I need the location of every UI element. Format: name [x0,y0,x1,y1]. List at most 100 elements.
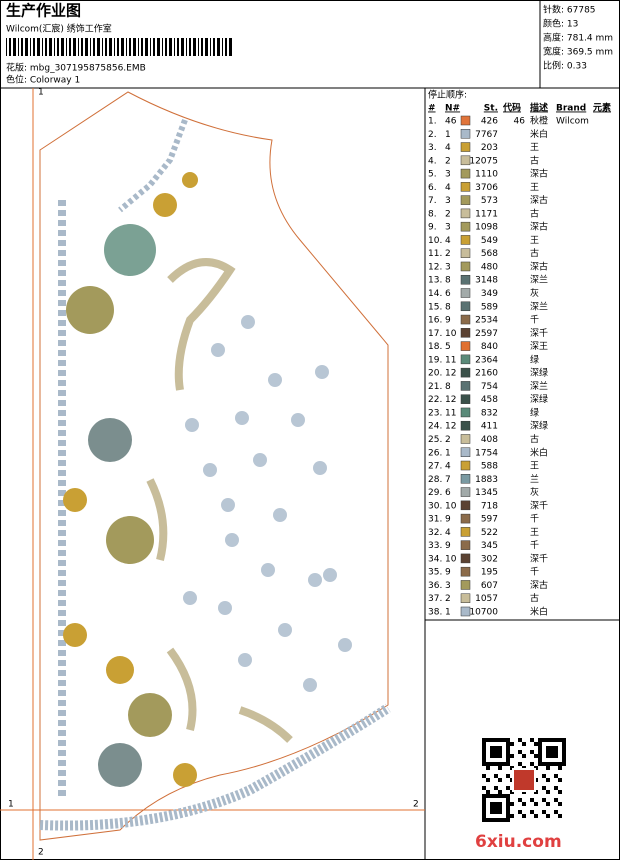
qr-cell [554,786,558,790]
qr-cell [542,774,546,778]
cell: 21. [428,382,442,392]
qr-cell [534,742,538,746]
bar-stripe [9,38,11,56]
cell: 3706 [475,183,498,193]
qr-cell [562,742,566,746]
cell: 深绿 [530,420,548,432]
swatch [460,527,471,537]
swatch [460,195,471,205]
cell: 597 [481,515,498,525]
qr-cell [506,762,510,766]
bar-stripe [37,38,40,56]
cell: 26. [428,448,442,458]
swatch [460,540,471,550]
cell: 302 [481,554,498,564]
qr-cell [482,742,486,746]
qr-cell [546,746,550,750]
cell: 28. [428,475,442,485]
qr-cell [530,750,534,754]
column-header: # [428,104,436,114]
qr-cell [498,794,502,798]
bar-stripe [165,38,167,56]
bar-stripe [210,38,211,56]
cell: 秋橙 [530,115,548,127]
cell: 7 [445,475,451,485]
qr-cell [482,774,486,778]
cell: 18. [428,342,442,352]
bar-stripe [97,38,100,56]
cell: 17. [428,329,442,339]
qr-cell [518,738,522,742]
bar-stripe [33,38,35,56]
cell: 绿 [530,406,539,418]
cell: 深千 [530,328,548,339]
qr-cell [558,762,562,766]
cell: 深兰 [530,274,548,286]
bar-stripe [177,38,179,56]
qr-cell [490,810,494,814]
qr-cell [502,738,506,742]
bar-stripe [105,38,107,56]
qr-cell [562,762,566,766]
qr-cell [494,754,498,758]
column-header: Brand [556,104,586,114]
qr-cell [554,738,558,742]
bar-stripe [198,38,199,56]
bar-stripe [66,38,67,56]
info-line: 宽度: 369.5 mm [543,46,613,58]
cell: 王 [530,527,539,538]
swatch [460,487,471,497]
qr-cell [482,754,486,758]
cell: 8. [428,209,437,219]
bar-stripe [189,38,191,56]
qr-cell [494,806,498,810]
cell: 4 [445,236,451,246]
swatch [460,142,471,152]
qr-cell [490,754,494,758]
cell: 3 [445,581,451,591]
swatch [460,328,471,338]
dot [203,463,217,477]
qr-cell [554,762,558,766]
dot [238,653,252,667]
cell: 203 [481,143,498,153]
qr-cell [538,754,542,758]
cell: 2 [445,209,451,219]
qr-cell [502,818,506,822]
qr-cell [494,762,498,766]
bar-stripe [81,38,83,56]
qr-cell [530,810,534,814]
cell: 10 [445,329,457,339]
qr-cell [554,754,558,758]
column-header: St. [484,104,498,114]
cell: 4. [428,156,437,166]
qr-cell [486,790,490,794]
bar-stripe [93,38,95,56]
cell: 20. [428,369,442,379]
dot [273,508,287,522]
cell: 11. [428,249,442,259]
qr-cell [494,738,498,742]
qr-cell [558,790,562,794]
info: 针数: 67785 颜色: 13 高度: 781.4 mm 宽度: 369.5 mm 比… [543,4,613,72]
cell: 1883 [475,475,498,485]
qr-cell [518,750,522,754]
qr-cell [482,806,486,810]
qr-cell [506,806,510,810]
cell: 3 [445,196,451,206]
cell: 33. [428,541,442,551]
cell: 1 [445,607,451,617]
qr-cell [482,814,486,818]
qr-cell [546,762,550,766]
cell: 6 [445,488,451,498]
qr-cell [482,818,486,822]
qr-cell [562,754,566,758]
swatch [460,606,471,617]
qr-cell [562,758,566,762]
qr-cell [490,738,494,742]
qr-cell [558,766,562,770]
cell: 4 [445,528,451,538]
qr-cell [542,786,546,790]
cell: 195 [481,568,498,578]
qr-cell [490,746,494,750]
